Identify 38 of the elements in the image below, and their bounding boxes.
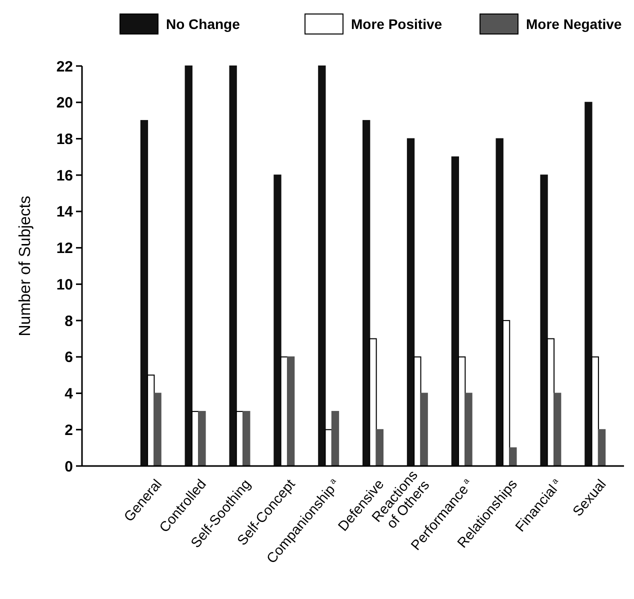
legend-label: More Positive: [351, 16, 442, 32]
bar: [540, 174, 548, 466]
bar: [509, 447, 517, 466]
bar: [598, 429, 606, 466]
y-tick-label: 16: [56, 167, 73, 184]
legend-label: More Negative: [526, 16, 622, 32]
y-tick-label: 4: [64, 386, 74, 403]
bar: [229, 66, 237, 466]
legend-label: No Change: [166, 16, 240, 32]
y-tick-label: 20: [56, 94, 73, 112]
y-tick-label: 0: [64, 458, 73, 476]
bar: [362, 120, 370, 466]
bar: [318, 66, 326, 466]
y-tick-label: 14: [56, 204, 74, 221]
bar: [451, 156, 460, 466]
bar: [496, 138, 504, 466]
bar: [331, 410, 340, 466]
bar: [464, 392, 472, 466]
y-tick-label: 8: [64, 312, 73, 330]
bar: [184, 66, 192, 466]
bar: [406, 138, 415, 466]
bar: [274, 174, 282, 466]
bar: [242, 410, 250, 466]
bar: [140, 120, 148, 466]
bar: [154, 392, 162, 466]
y-tick-label: 12: [56, 240, 73, 258]
bar: [376, 429, 384, 466]
bar: [286, 356, 295, 466]
bar: [554, 392, 562, 466]
y-tick-label: 22: [56, 58, 73, 76]
y-tick-label: 6: [64, 349, 73, 366]
bar: [420, 392, 428, 466]
y-tick-label: 10: [56, 276, 73, 294]
y-axis-title: Number of Subjects: [17, 196, 34, 336]
y-tick-label: 18: [56, 130, 73, 148]
bar: [198, 410, 206, 466]
y-tick-label: 2: [64, 422, 73, 439]
bar: [584, 102, 592, 466]
